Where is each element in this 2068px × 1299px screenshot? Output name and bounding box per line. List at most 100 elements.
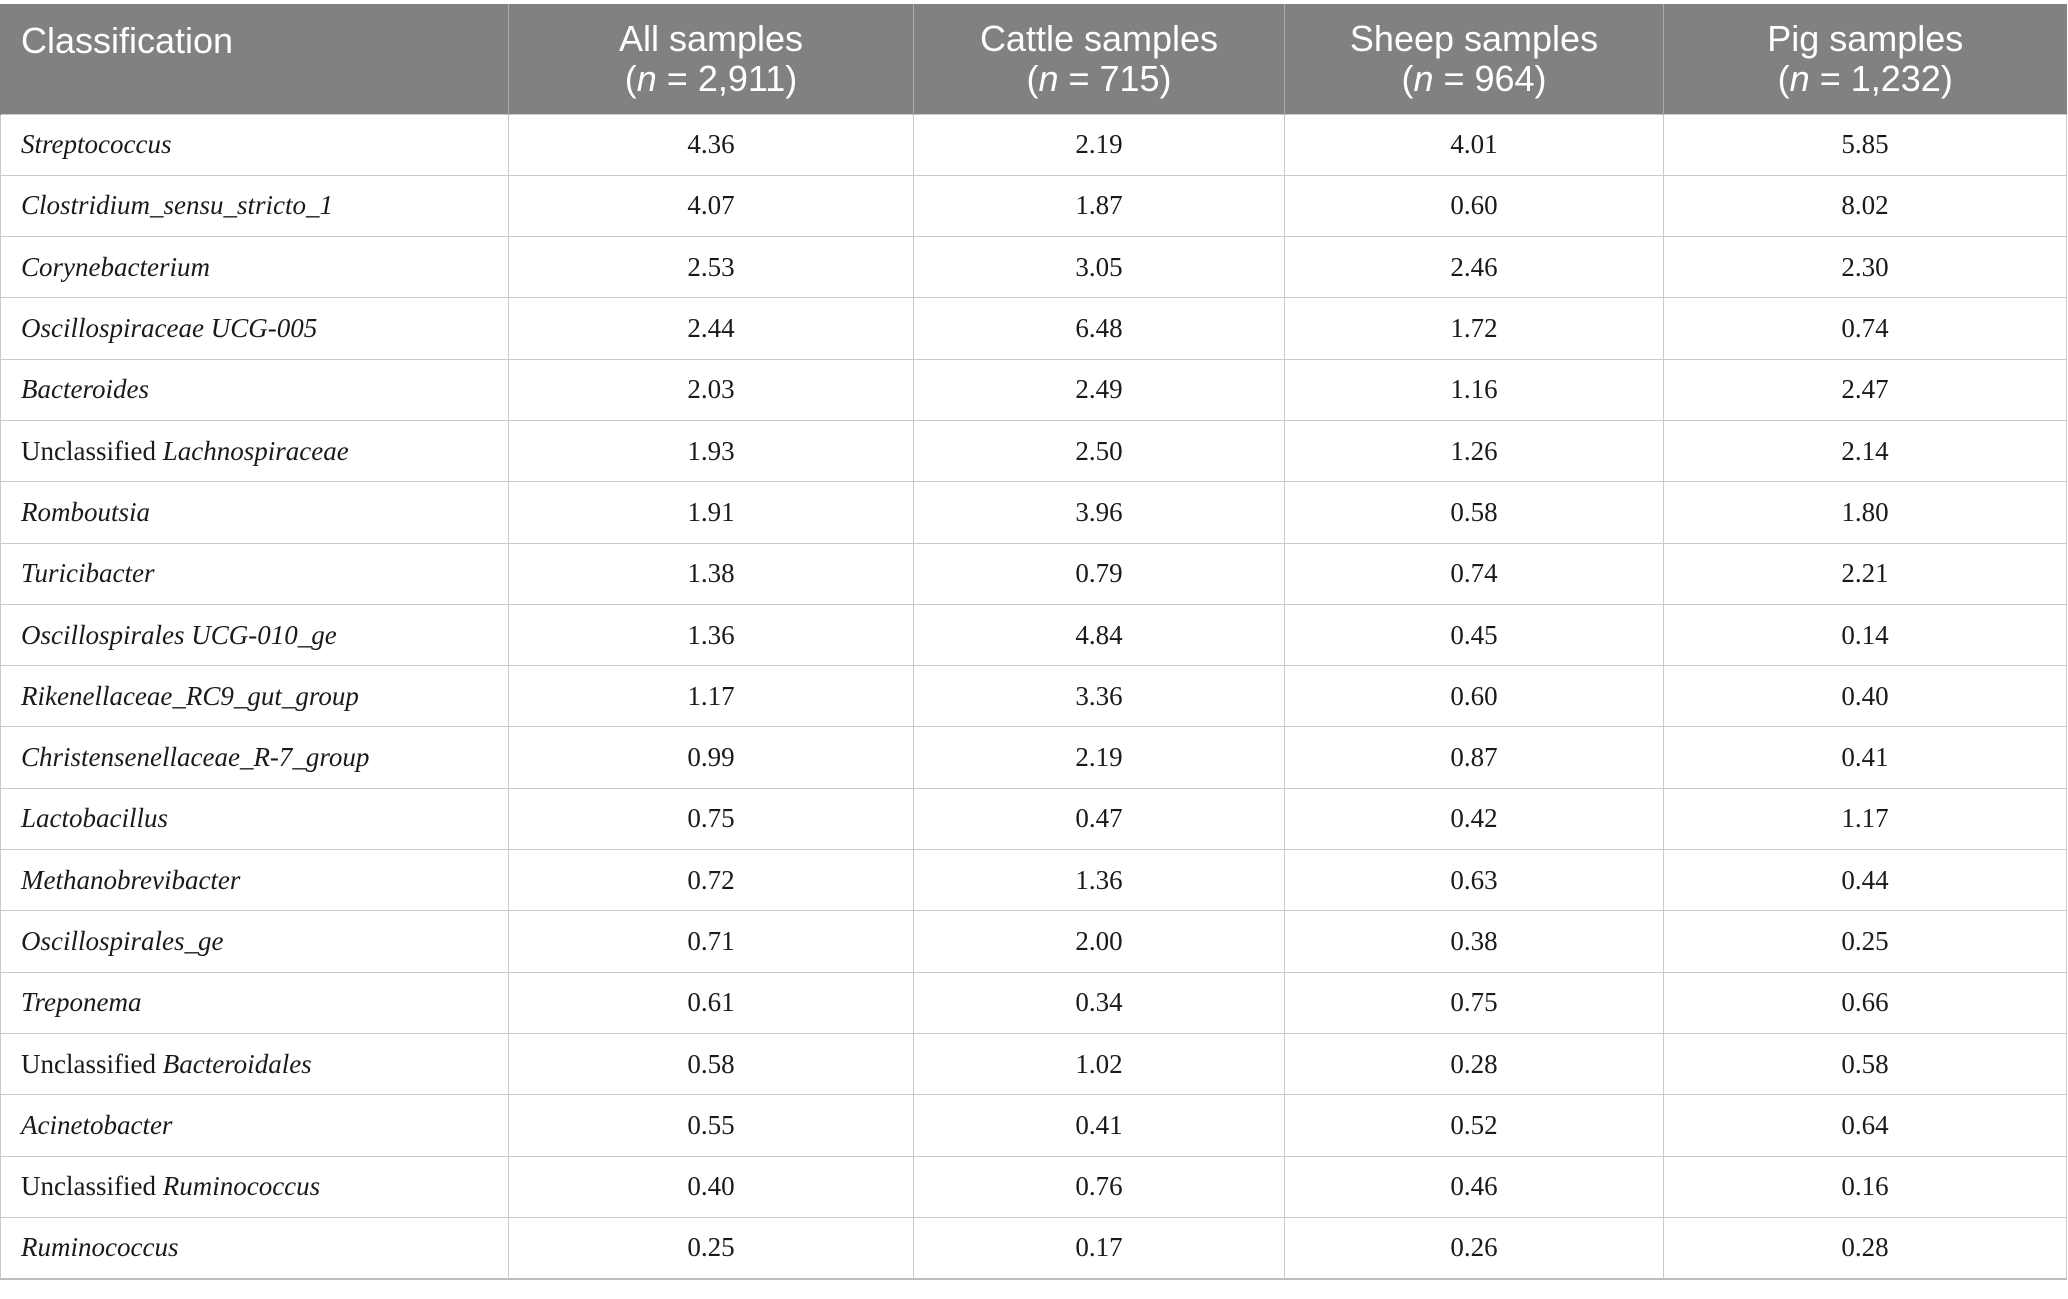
cattle-samples-cell: 0.79 <box>913 542 1285 605</box>
classification-cell: Oscillospirales_ge <box>0 910 509 973</box>
cattle-samples-cell: 3.96 <box>913 481 1285 544</box>
sheep-samples-cell: 0.87 <box>1284 726 1664 789</box>
table-row: Oscillospiraceae UCG-005 2.44 6.48 1.72 … <box>0 297 2067 360</box>
table-row: Romboutsia 1.91 3.96 0.58 1.80 <box>0 481 2067 544</box>
header-label: All samples <box>618 17 804 59</box>
all-samples-cell: 0.71 <box>508 910 914 973</box>
cattle-samples-cell: 2.00 <box>913 910 1285 973</box>
classification-cell: Unclassified Ruminococcus <box>0 1155 509 1218</box>
all-samples-cell: 1.38 <box>508 542 914 605</box>
header-sample-count: (n = 715) <box>1026 57 1172 99</box>
classification-cell: Oscillospiraceae UCG-005 <box>0 297 509 360</box>
header-row: Classification All samples (n = 2,911) C… <box>0 4 2067 114</box>
cattle-samples-cell: 2.49 <box>913 358 1285 421</box>
table-body: Streptococcus 4.36 2.19 4.01 5.85 Clostr… <box>0 113 2067 1280</box>
cattle-samples-cell: 0.34 <box>913 971 1285 1034</box>
all-samples-cell: 1.91 <box>508 481 914 544</box>
header-cattle-samples: Cattle samples (n = 715) <box>913 4 1285 114</box>
all-samples-cell: 0.55 <box>508 1094 914 1157</box>
abundance-table: Classification All samples (n = 2,911) C… <box>0 4 2067 1280</box>
classification-cell: Acinetobacter <box>0 1094 509 1157</box>
header-label: Pig samples <box>1767 17 1964 59</box>
table-header: Classification All samples (n = 2,911) C… <box>0 4 2067 114</box>
classification-cell: Turicibacter <box>0 542 509 605</box>
sheep-samples-cell: 0.45 <box>1284 603 1664 667</box>
pig-samples-cell: 0.40 <box>1663 665 2067 728</box>
cattle-samples-cell: 1.36 <box>913 849 1285 912</box>
table-row: Rikenellaceae_RC9_gut_group 1.17 3.36 0.… <box>0 665 2067 728</box>
classification-cell: Rikenellaceae_RC9_gut_group <box>0 665 509 728</box>
pig-samples-cell: 0.41 <box>1663 726 2067 789</box>
sheep-samples-cell: 1.72 <box>1284 297 1664 360</box>
header-pig-samples: Pig samples (n = 1,232) <box>1663 4 2067 114</box>
table-row: Unclassified Lachnospiraceae 1.93 2.50 1… <box>0 419 2067 483</box>
all-samples-cell: 1.36 <box>508 603 914 667</box>
cattle-samples-cell: 2.50 <box>913 419 1285 483</box>
pig-samples-cell: 0.58 <box>1663 1032 2067 1096</box>
sheep-samples-cell: 0.60 <box>1284 174 1664 238</box>
all-samples-cell: 0.61 <box>508 971 914 1034</box>
cattle-samples-cell: 3.05 <box>913 236 1285 299</box>
table-row: Oscillospirales_ge 0.71 2.00 0.38 0.25 <box>0 910 2067 973</box>
cattle-samples-cell: 0.17 <box>913 1216 1285 1280</box>
pig-samples-cell: 8.02 <box>1663 174 2067 238</box>
table-row: Treponema 0.61 0.34 0.75 0.66 <box>0 971 2067 1034</box>
cattle-samples-cell: 1.87 <box>913 174 1285 238</box>
all-samples-cell: 4.36 <box>508 113 914 176</box>
table-row: Acinetobacter 0.55 0.41 0.52 0.64 <box>0 1094 2067 1157</box>
sheep-samples-cell: 0.63 <box>1284 849 1664 912</box>
cattle-samples-cell: 4.84 <box>913 603 1285 667</box>
pig-samples-cell: 0.28 <box>1663 1216 2067 1280</box>
table-row: Clostridium_sensu_stricto_1 4.07 1.87 0.… <box>0 174 2067 238</box>
all-samples-cell: 0.40 <box>508 1155 914 1218</box>
cattle-samples-cell: 0.76 <box>913 1155 1285 1218</box>
header-sample-count: (n = 964) <box>1401 57 1547 99</box>
classification-cell: Romboutsia <box>0 481 509 544</box>
classification-cell: Treponema <box>0 971 509 1034</box>
sheep-samples-cell: 0.58 <box>1284 481 1664 544</box>
header-label: Cattle samples <box>979 17 1219 59</box>
cattle-samples-cell: 6.48 <box>913 297 1285 360</box>
cattle-samples-cell: 0.47 <box>913 787 1285 851</box>
pig-samples-cell: 2.47 <box>1663 358 2067 421</box>
pig-samples-cell: 0.74 <box>1663 297 2067 360</box>
cattle-samples-cell: 2.19 <box>913 113 1285 176</box>
all-samples-cell: 2.44 <box>508 297 914 360</box>
sheep-samples-cell: 1.26 <box>1284 419 1664 483</box>
cattle-samples-cell: 0.41 <box>913 1094 1285 1157</box>
pig-samples-cell: 1.80 <box>1663 481 2067 544</box>
header-label: Classification <box>21 20 234 61</box>
sheep-samples-cell: 0.38 <box>1284 910 1664 973</box>
cattle-samples-cell: 2.19 <box>913 726 1285 789</box>
header-classification: Classification <box>0 4 509 114</box>
table-row: Oscillospirales UCG-010_ge 1.36 4.84 0.4… <box>0 603 2067 667</box>
header-sheep-samples: Sheep samples (n = 964) <box>1284 4 1664 114</box>
table-row: Bacteroides 2.03 2.49 1.16 2.47 <box>0 358 2067 421</box>
all-samples-cell: 0.58 <box>508 1032 914 1096</box>
pig-samples-cell: 2.14 <box>1663 419 2067 483</box>
table-row: Methanobrevibacter 0.72 1.36 0.63 0.44 <box>0 849 2067 912</box>
header-label: Sheep samples <box>1349 17 1599 59</box>
sheep-samples-cell: 2.46 <box>1284 236 1664 299</box>
classification-cell: Clostridium_sensu_stricto_1 <box>0 174 509 238</box>
classification-cell: Ruminococcus <box>0 1216 509 1280</box>
classification-cell: Corynebacterium <box>0 236 509 299</box>
sheep-samples-cell: 4.01 <box>1284 113 1664 176</box>
cattle-samples-cell: 3.36 <box>913 665 1285 728</box>
classification-cell: Oscillospirales UCG-010_ge <box>0 603 509 667</box>
header-sample-count: (n = 1,232) <box>1777 57 1953 99</box>
classification-cell: Streptococcus <box>0 113 509 176</box>
sheep-samples-cell: 0.46 <box>1284 1155 1664 1218</box>
table-row: Unclassified Ruminococcus 0.40 0.76 0.46… <box>0 1155 2067 1218</box>
all-samples-cell: 1.93 <box>508 419 914 483</box>
cattle-samples-cell: 1.02 <box>913 1032 1285 1096</box>
table-row: Turicibacter 1.38 0.79 0.74 2.21 <box>0 542 2067 605</box>
pig-samples-cell: 0.66 <box>1663 971 2067 1034</box>
classification-cell: Lactobacillus <box>0 787 509 851</box>
classification-cell: Unclassified Bacteroidales <box>0 1032 509 1096</box>
table-row: Lactobacillus 0.75 0.47 0.42 1.17 <box>0 787 2067 851</box>
pig-samples-cell: 2.30 <box>1663 236 2067 299</box>
all-samples-cell: 1.17 <box>508 665 914 728</box>
pig-samples-cell: 2.21 <box>1663 542 2067 605</box>
pig-samples-cell: 5.85 <box>1663 113 2067 176</box>
